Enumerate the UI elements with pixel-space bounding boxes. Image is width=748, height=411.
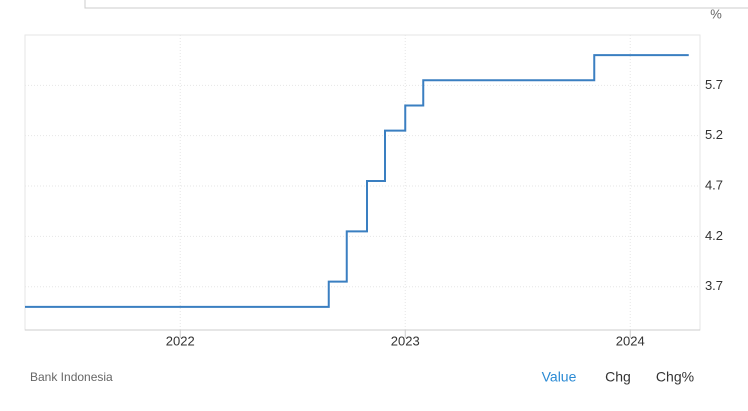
source: Bank Indonesia: [30, 370, 113, 384]
y-tick-label: 5.2: [705, 127, 723, 142]
plot-frame: [24, 34, 701, 331]
unit-label: %: [710, 6, 722, 21]
control-button[interactable]: Chg: [605, 369, 631, 385]
y-tick-label: 5.7: [705, 77, 723, 92]
x-tick-label: 2024: [616, 333, 645, 348]
y-tick-label: 4.2: [705, 228, 723, 243]
x-tick-label: 2022: [166, 333, 195, 348]
y-tick-label: 4.7: [705, 177, 723, 192]
y-tick-label: 3.7: [705, 278, 723, 293]
header-box: [84, 0, 748, 9]
control-button[interactable]: Chg%: [656, 369, 694, 385]
x-tick-label: 2023: [391, 333, 420, 348]
control-button[interactable]: Value: [542, 369, 577, 385]
line: [25, 54, 689, 308]
